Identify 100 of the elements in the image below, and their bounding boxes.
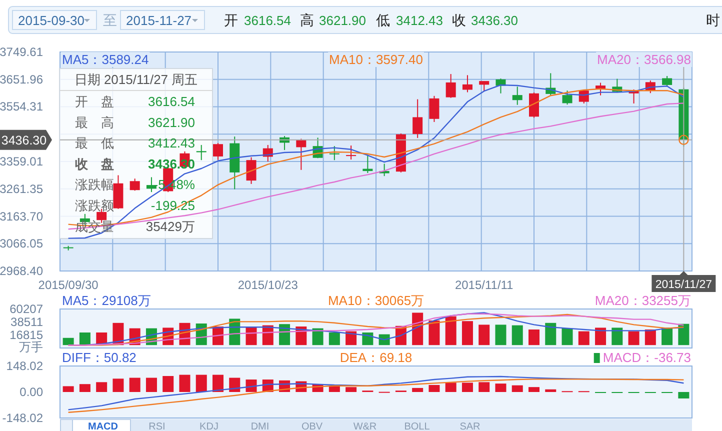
bar [428,384,440,392]
y-tick-label: 60207 [10,302,44,316]
x-tick-label: 2015/09/30 [38,278,99,292]
bar [428,320,440,346]
bar [212,374,224,392]
y-tick-label: 3163.70 [0,209,44,224]
text: MA5：29108万 [62,293,151,308]
ref-line-label: 3436.30 [1,133,47,148]
bar [445,382,456,392]
text: 2015-11-27 [126,13,192,28]
y-tick-label: 3261.35 [0,182,44,196]
candlestick [512,86,522,106]
bar [62,386,74,392]
candlestick [130,178,140,192]
bar [196,374,207,392]
candlestick [462,74,472,93]
y-tick-label: -148.02 [2,411,44,425]
y-tick-label: 148.02 [6,359,44,373]
text: 至 [103,12,117,28]
series-label: MA10：30065万 [328,293,424,308]
text: 3621.90 [319,13,366,28]
bar [545,322,556,346]
bar [445,316,456,346]
bar [79,384,90,392]
annotation: 开 盘 [75,94,114,109]
text: RSI [148,422,166,431]
candlestick [662,76,672,86]
y-tick-label: 3554.31 [0,100,44,114]
bar [412,388,424,392]
bar [346,387,357,392]
text: 收 [452,12,466,28]
text: DIFF：50.82 [62,350,136,365]
bar [545,389,556,392]
bar [678,392,690,398]
text: MA20：3566.98 [597,52,691,67]
text: 高 [300,12,314,28]
y-tick-label: 3749.61 [0,45,44,59]
bar [495,384,506,392]
candlestick [429,95,440,122]
y-axis-title: 万手 [19,340,43,354]
text: MACD [88,422,118,431]
bar [328,332,340,346]
text: 开 [224,12,238,28]
candlestick [479,80,490,92]
bar [246,380,257,392]
text: 3412.43 [396,13,443,28]
annotation: 35429万 [146,218,195,234]
text: SAR [460,422,480,431]
text: BOLL [404,422,430,431]
bar [112,378,124,392]
y-tick-label: 38511 [10,315,44,329]
bar [146,378,157,392]
annotation: 收 盘 [75,156,114,172]
legend-label: MACD：-36.73 [602,350,691,365]
y-tick-label: 2968.40 [0,264,44,278]
bar [578,331,590,346]
bar [462,382,473,392]
bar [478,382,490,392]
text: 2015-09-30 [18,13,84,28]
annotation: 3621.90 [148,114,195,130]
bar [512,325,523,346]
bar [644,329,656,346]
candlestick [329,146,340,161]
bar [562,328,573,346]
bar [612,328,623,346]
y-tick-label: 3066.05 [0,236,44,251]
annotation: 3616.54 [148,94,195,109]
bar [62,338,74,346]
bar [96,382,108,392]
text: KDJ [200,422,218,431]
candlestick [196,144,206,161]
bar [179,374,190,392]
bar [512,385,523,392]
text: DMI [250,422,270,431]
text: 低 [376,12,390,28]
text: 时 [706,12,720,28]
candlestick [596,82,606,96]
bar [528,387,540,392]
candlestick [562,90,572,106]
series-label: DEA：69.18 [340,350,412,365]
x-tick-label: 2015/11/27 [655,279,712,291]
bar [129,378,140,392]
bar [229,378,240,392]
bar [478,324,490,346]
bar [662,328,673,346]
y-tick-label: 3651.96 [0,72,44,86]
bar [678,324,690,346]
annotation: 日期 2015/11/27 周五 [74,72,198,87]
text: 3616.54 [244,13,291,28]
text: W&R [353,422,377,431]
bar [628,331,640,346]
bar [328,386,340,392]
candlestick [213,142,223,160]
annotation: 最 低 [75,136,114,151]
candlestick [412,98,423,138]
bar [495,324,506,346]
candlestick [529,92,539,118]
annotation: 最 高 [75,114,114,130]
bar [162,376,174,392]
annotation: 3412.43 [148,136,195,151]
